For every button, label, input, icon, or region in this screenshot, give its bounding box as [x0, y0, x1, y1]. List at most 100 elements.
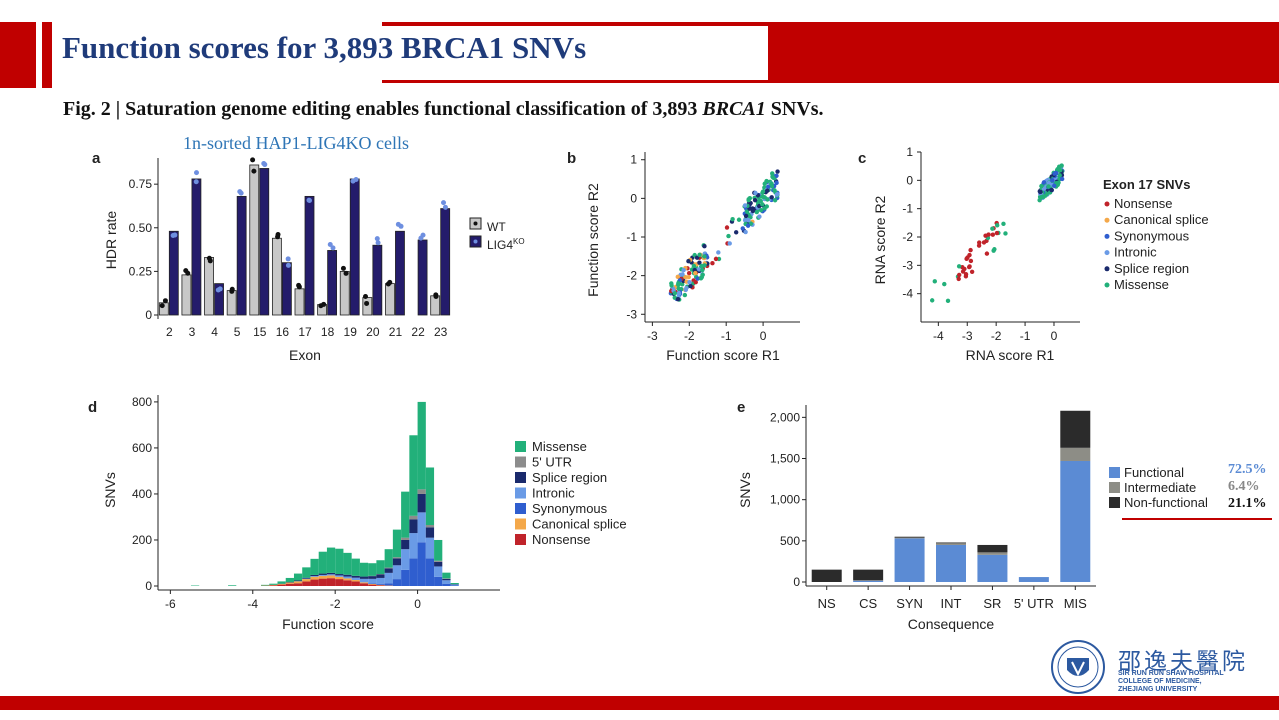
replicate-point [364, 300, 370, 306]
scatter-point [1003, 231, 1008, 236]
replicate-point [353, 176, 359, 182]
histogram-bar [434, 566, 443, 577]
legend-label: Synonymous [1114, 228, 1190, 243]
scatter-point [1038, 189, 1043, 195]
x-tick-label: SR [983, 596, 1001, 611]
histogram-bar [359, 578, 369, 583]
histogram-bar [450, 583, 459, 585]
stats-legend: 72.5% 6.4% 21.1% [1122, 458, 1272, 520]
replicate-point [285, 256, 291, 262]
replicate-point [441, 200, 447, 206]
scatter-point [966, 264, 972, 270]
histogram-bar [392, 558, 402, 566]
histogram-bar [425, 467, 435, 526]
y-tick-label: 0 [630, 191, 637, 205]
panel-label-e: e [737, 399, 745, 416]
scatter-point [747, 195, 753, 201]
histogram-bar [310, 574, 319, 577]
hospital-name-line: COLLEGE OF MEDICINE, [1118, 678, 1202, 685]
histogram-bar [368, 576, 377, 579]
replicate-point [398, 223, 404, 229]
x-tick-label: 18 [321, 325, 335, 339]
scatter-point [680, 272, 685, 277]
histogram-bar [318, 575, 327, 579]
histogram-bar [425, 558, 435, 586]
bar [385, 283, 395, 316]
scatter-point [929, 298, 935, 303]
scatter-point [995, 223, 1000, 228]
bar [249, 164, 260, 316]
scatter-point [1001, 221, 1006, 227]
scatter-point [743, 213, 749, 219]
replicate-point [207, 258, 213, 264]
legend-swatch [1109, 482, 1120, 493]
y-tick-label: 1,500 [770, 452, 800, 466]
histogram-bar [343, 576, 352, 579]
stacked-bar [853, 580, 884, 582]
caption-suffix: SNVs. [765, 98, 824, 120]
histogram-bar [359, 583, 369, 586]
scatter-point [710, 261, 715, 266]
bar [304, 195, 315, 316]
bar [226, 290, 237, 316]
histogram-bar [384, 568, 393, 573]
scatter-point [760, 189, 766, 194]
x-tick-label: -4 [247, 597, 258, 611]
scatter-point [976, 243, 982, 248]
scatter-point [672, 291, 678, 296]
replicate-point [170, 233, 176, 239]
histogram-bar [401, 539, 410, 550]
scatter-point [1053, 170, 1059, 176]
y-tick-label: -3 [626, 307, 637, 321]
legend-label: Intronic [1114, 245, 1157, 260]
scatter-point [733, 230, 739, 235]
x-tick-label: 19 [344, 325, 358, 339]
replicate-point [285, 262, 291, 268]
scatter-point [752, 197, 758, 203]
scatter-point [1052, 183, 1057, 189]
histogram-bar [359, 576, 369, 579]
bar [372, 244, 383, 316]
replicate-point [185, 270, 191, 276]
legend-swatch [515, 487, 526, 499]
histogram-bar [409, 435, 418, 516]
x-tick-label: 20 [366, 325, 380, 339]
legend-dot [1104, 217, 1110, 223]
stacked-bar [977, 544, 1008, 553]
legend-label: Synonymous [532, 501, 608, 516]
histogram-bar [425, 537, 435, 559]
x-axis-label: Function score R1 [666, 347, 780, 363]
x-tick-label: 22 [411, 325, 425, 339]
scatter-point [765, 197, 770, 202]
scatter-point [775, 169, 780, 174]
histogram-bar [409, 515, 418, 520]
scatter-point [772, 188, 777, 193]
footer-band [0, 696, 1279, 710]
scatter-point [1046, 181, 1052, 186]
x-tick-label: 0 [760, 329, 767, 343]
stacked-bar [894, 538, 925, 582]
scatter-point [1057, 173, 1062, 178]
stacked-bar [936, 542, 966, 544]
legend-label: Missense [1114, 277, 1169, 292]
replicate-point [433, 294, 439, 300]
scatter-point [1057, 164, 1062, 169]
scatter-point [969, 269, 975, 274]
legend-label: Canonical splice [532, 517, 627, 532]
x-tick-label: -3 [647, 329, 658, 343]
histogram-bar [228, 585, 237, 586]
histogram-bar [401, 537, 410, 540]
scatter-point [697, 252, 702, 257]
histogram-bar [450, 584, 459, 586]
histogram-bar [343, 578, 352, 581]
scatter-point [765, 188, 770, 193]
histogram-bar [343, 580, 352, 586]
legend-swatch [515, 472, 526, 483]
scatter-point [932, 279, 937, 284]
histogram-bar [269, 583, 278, 585]
y-tick-label: -1 [626, 230, 637, 244]
histogram-bar [392, 529, 402, 558]
legend-dot [1104, 201, 1110, 207]
histogram-bar [384, 572, 393, 584]
scatter-point [1058, 168, 1063, 173]
